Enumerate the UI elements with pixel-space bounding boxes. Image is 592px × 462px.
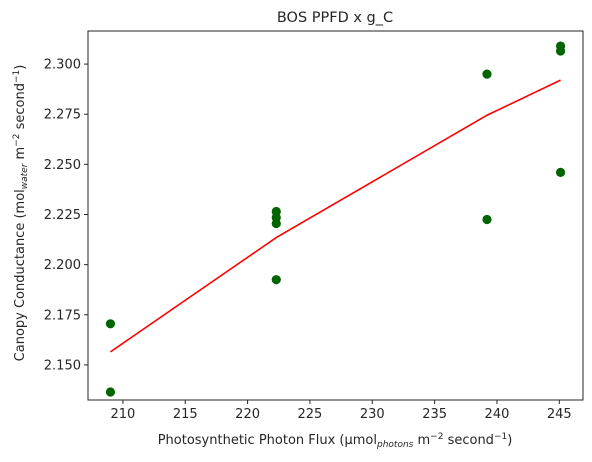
y-axis-title: Canopy Conductance (molwater m−2 second−… [12,65,30,362]
data-point [482,214,492,225]
x-tick-label: 230 [360,407,385,422]
y-tick-label: 2.250 [44,158,81,173]
y-axis-title-mid: m [13,147,28,164]
x-tick-label: 240 [485,407,510,422]
data-point [555,167,566,177]
plot-area [105,41,566,397]
y-axis-title-mid2: second [13,83,28,134]
x-tick-label: 235 [422,407,447,422]
y-axis-title-sub: water [20,162,30,189]
y-tick-label: 2.175 [44,308,81,323]
y-axis-title-post: ) [13,65,28,70]
y-tick-label: 2.300 [44,58,81,73]
x-axis-title-post: ) [507,433,512,448]
y-tick-label: 2.275 [44,108,81,123]
data-point [105,387,116,397]
data-point [555,46,566,56]
data-point [482,69,492,79]
y-axis: 2.150 2.175 2.200 2.225 2.250 2.275 2.300 [44,58,88,373]
x-tick-label: 215 [173,407,198,422]
data-point [271,218,281,229]
chart-title: BOS PPFD x g_C [277,10,393,26]
y-tick-label: 2.200 [44,258,81,273]
x-tick-label: 210 [110,407,135,422]
plot-frame [87,30,584,401]
x-axis-title: Photosynthetic Photon Flux (µmolphotons … [158,432,513,450]
x-axis: 210 215 220 225 230 235 240 245 [110,400,572,422]
x-axis-title-sup2: −1 [494,432,507,442]
x-axis-title-sup1: −2 [430,432,443,442]
y-axis-title-sup2: −1 [12,70,22,83]
points-layer [105,41,566,397]
x-axis-title-sub: photons [376,440,414,450]
fit-line-layer [109,79,561,353]
y-axis-title-sup1: −2 [12,134,22,147]
x-tick-label: 220 [235,407,260,422]
x-tick-label: 225 [298,407,323,422]
x-tick-label: 245 [547,407,572,422]
data-point [105,319,116,329]
y-axis-title-pre: Canopy Conductance (mol [13,189,28,361]
data-point [271,275,281,285]
x-axis-title-mid: m [413,433,430,448]
x-axis-title-pre: Photosynthetic Photon Flux (µmol [158,433,377,448]
y-tick-label: 2.150 [44,358,81,373]
fit-line [109,79,561,353]
y-tick-label: 2.225 [44,208,81,223]
x-axis-title-mid2: second [443,433,494,448]
